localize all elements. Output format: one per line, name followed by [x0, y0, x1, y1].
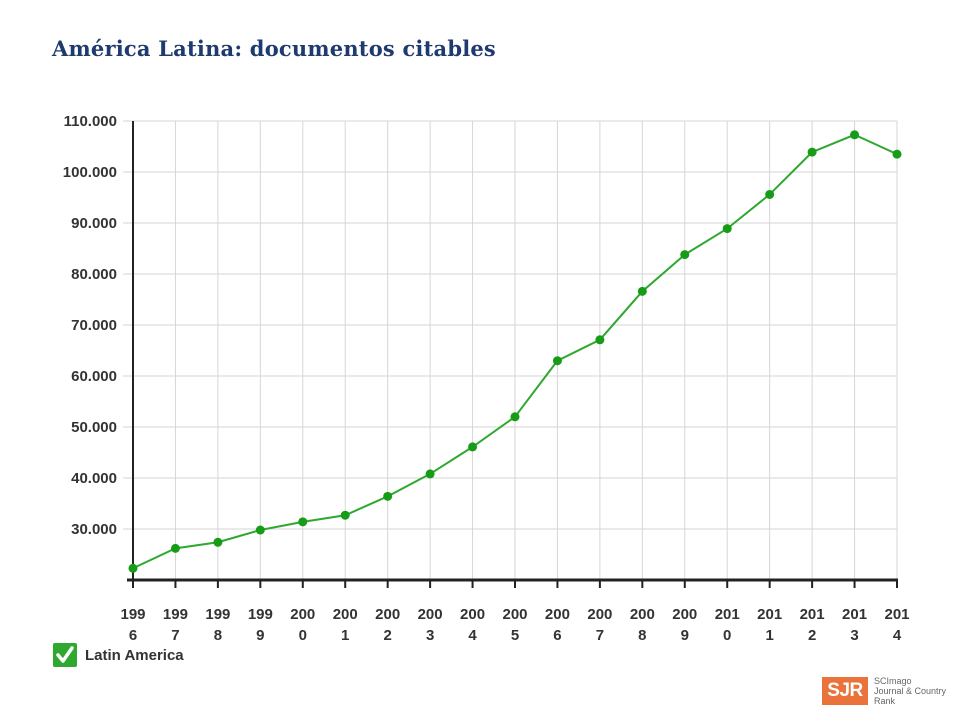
x-tick-label: 200: [333, 606, 358, 623]
y-tick-label: 50.000: [71, 419, 117, 436]
x-tick-label: 9: [681, 627, 689, 644]
x-tick-label: 1: [765, 627, 773, 644]
x-tick-label: 200: [587, 606, 612, 623]
series: [128, 130, 902, 573]
x-tick-label: 0: [299, 627, 307, 644]
x-tick-label: 0: [723, 627, 731, 644]
data-point[interactable]: [850, 130, 860, 140]
x-tick-label: 200: [375, 606, 400, 623]
y-tick-label: 90.000: [71, 215, 117, 232]
data-point[interactable]: [637, 286, 647, 296]
x-tick-label: 6: [129, 627, 137, 644]
sjr-logo: SJR SCImago Journal & Country Rank: [822, 676, 946, 706]
x-tick-label: 199: [120, 606, 145, 623]
x-tick-label: 200: [545, 606, 570, 623]
data-point[interactable]: [595, 335, 605, 345]
x-tick-label: 201: [757, 606, 782, 623]
x-tick-label: 199: [248, 606, 273, 623]
sjr-logo-mark: SJR: [822, 677, 868, 705]
data-point[interactable]: [340, 510, 350, 520]
y-tick-label: 70.000: [71, 317, 117, 334]
data-point[interactable]: [892, 149, 902, 159]
x-tick-label: 200: [630, 606, 655, 623]
axes: [127, 121, 898, 582]
x-tick-label: 199: [205, 606, 230, 623]
x-tick-label: 201: [842, 606, 867, 623]
x-tick-label: 8: [214, 627, 222, 644]
x-tick-label: 3: [850, 627, 858, 644]
x-tick-label: 201: [800, 606, 825, 623]
x-tick-label: 6: [553, 627, 561, 644]
x-tick-label: 2: [383, 627, 391, 644]
y-tick-label: 110.000: [64, 113, 117, 130]
x-tick-label: 200: [460, 606, 485, 623]
y-tick-label: 100.000: [63, 164, 117, 181]
grid: [123, 120, 898, 580]
x-tick-label: 4: [893, 627, 902, 644]
x-tick-label: 9: [256, 627, 264, 644]
data-point[interactable]: [552, 356, 562, 366]
legend[interactable]: Latin America: [53, 642, 184, 668]
x-tick-label: 201: [884, 606, 909, 623]
x-tick-label: 201: [715, 606, 740, 623]
data-point[interactable]: [510, 412, 520, 422]
data-point[interactable]: [680, 250, 690, 260]
x-tick-label: 199: [163, 606, 188, 623]
y-tick-label: 30.000: [71, 521, 117, 538]
data-point[interactable]: [765, 189, 775, 199]
x-tick-label: 5: [511, 627, 519, 644]
data-point[interactable]: [128, 563, 138, 573]
x-tick-label: 4: [468, 627, 477, 644]
x-tick-label: 3: [426, 627, 434, 644]
x-tick-label: 200: [672, 606, 697, 623]
data-point[interactable]: [383, 491, 393, 501]
legend-label: Latin America: [85, 646, 184, 664]
data-point[interactable]: [170, 543, 180, 553]
x-tick-label: 7: [171, 627, 179, 644]
sjr-logo-text: SCImago Journal & Country Rank: [874, 676, 947, 706]
data-point[interactable]: [255, 525, 265, 535]
data-point[interactable]: [807, 147, 817, 157]
x-tick-label: 200: [418, 606, 443, 623]
legend-checkbox[interactable]: [53, 643, 77, 667]
y-tick-label: 60.000: [71, 368, 117, 385]
data-point[interactable]: [468, 442, 478, 452]
data-point[interactable]: [722, 224, 732, 234]
y-tick-label: 80.000: [71, 266, 117, 283]
data-point[interactable]: [213, 537, 223, 547]
x-tick-label: 8: [638, 627, 646, 644]
data-point[interactable]: [298, 517, 308, 527]
checkmark-icon: [56, 646, 74, 663]
x-tick-label: 2: [808, 627, 816, 644]
x-tick-label: 200: [290, 606, 315, 623]
x-tick-label: 1: [341, 627, 349, 644]
y-tick-label: 40.000: [71, 470, 117, 487]
x-tick-label: 7: [596, 627, 604, 644]
data-point[interactable]: [425, 469, 435, 479]
y-axis-ticks: 30.000 40.000 50.000 60.000 70.000 80.000 90.0…: [63, 113, 117, 538]
x-axis-ticks: 199 6 199 7 199 8 199 9 200 0 200 1 200 2 200 3 200 4 200 5…: [120, 580, 910, 644]
x-tick-label: 200: [502, 606, 527, 623]
page-title: América Latina: documentos citables: [52, 36, 496, 61]
